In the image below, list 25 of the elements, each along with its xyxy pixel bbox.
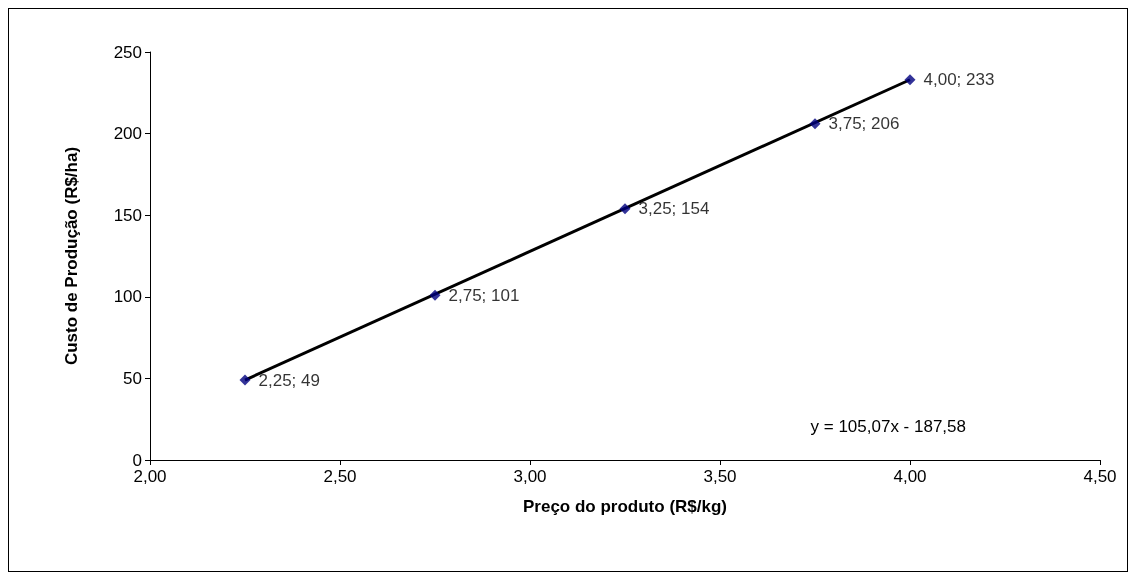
point [809,118,821,130]
y-tick-label: 100 [113,287,142,307]
x-tick-label: 3,50 [703,467,737,486]
point [429,289,441,301]
x-tick-label: 4,00 [893,467,927,486]
point [239,374,251,386]
point [904,74,916,86]
data-label: 3,75; 206 [828,114,900,134]
x-tick-label: 3,00 [513,467,547,486]
y-tick-label: 200 [113,124,142,144]
x-axis-title: Preço do produto (R$/kg) [523,497,727,516]
y-tick-label: 250 [113,42,142,62]
x-tick-label: 2,50 [323,467,357,486]
data-label: 4,00; 233 [923,70,995,90]
data-label: 2,25; 49 [258,370,320,390]
y-axis-title: Custo de Produção (R$/ha) [62,146,81,366]
y-tick-label: 0 [132,450,142,470]
annotation: y = 105,07x - 187,58 [810,417,967,436]
x-tick-label: 2,00 [133,467,167,486]
y-tick-label: 50 [123,368,142,388]
data-label: 2,75; 101 [448,285,520,305]
y-tick-label: 150 [113,205,142,225]
point [619,203,631,215]
x-tick-label: 4,50 [1083,467,1117,486]
data-label: 3,25; 154 [638,199,710,219]
